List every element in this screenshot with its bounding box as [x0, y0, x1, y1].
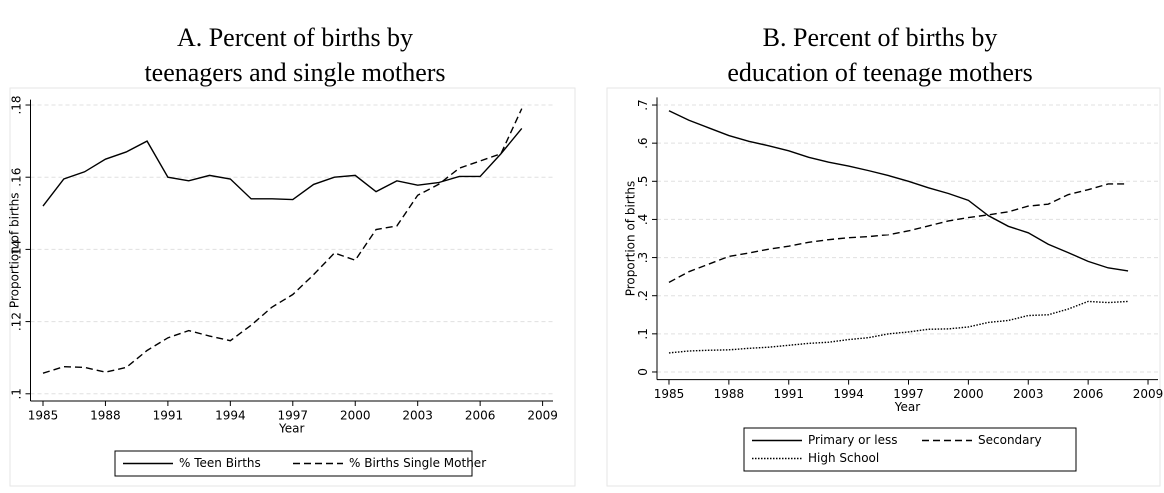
data-line [668, 110, 1129, 272]
x-tick-label: 2000 [953, 387, 984, 401]
legend-label: Secondary [978, 433, 1042, 447]
legend-label: Primary or less [808, 433, 898, 447]
y-tick-label: .14 [10, 240, 24, 259]
x-tick-label: 1985 [654, 387, 685, 401]
x-tick-label: 1997 [893, 387, 924, 401]
y-axis-label: Proportion of births [8, 193, 22, 309]
legend-label: % Teen Births [179, 456, 261, 470]
x-tick-label: 2003 [1013, 387, 1044, 401]
chart-title: B. Percent of births by [763, 23, 998, 52]
y-tick-label: .3 [636, 252, 650, 263]
x-tick-label: 2006 [1073, 387, 1104, 401]
x-tick-label: 1991 [153, 409, 184, 423]
x-tick-label: 1988 [90, 409, 121, 423]
y-tick-label: .2 [636, 290, 650, 301]
x-tick-label: 2006 [465, 409, 496, 423]
x-tick-label: 1997 [278, 409, 309, 423]
y-tick-label: .4 [636, 214, 650, 225]
x-tick-label: 1991 [773, 387, 804, 401]
y-tick-label: .1 [10, 388, 24, 399]
chart-title: A. Percent of births by [177, 23, 413, 52]
x-tick-label: 1985 [28, 409, 59, 423]
data-line [42, 128, 523, 207]
y-tick-label: .16 [10, 168, 24, 187]
data-line [42, 108, 523, 374]
panel-frame [9, 87, 576, 487]
data-line [668, 300, 1129, 354]
y-tick-label: 0 [636, 368, 650, 376]
x-tick-label: 1994 [215, 409, 246, 423]
y-tick-label: .5 [636, 176, 650, 187]
x-tick-label: 2000 [340, 409, 371, 423]
x-axis-label: Year [894, 400, 920, 414]
chart-title: teenagers and single mothers [144, 58, 445, 87]
panel-frame [606, 87, 1161, 487]
legend-label: High School [808, 451, 879, 465]
y-tick-label: .12 [10, 312, 24, 331]
x-axis-label: Year [278, 422, 304, 436]
x-tick-label: 2009 [527, 409, 558, 423]
y-tick-label: .6 [636, 137, 650, 148]
x-tick-label: 1988 [714, 387, 745, 401]
y-tick-label: .18 [10, 95, 24, 114]
chart-title: education of teenage mothers [727, 58, 1032, 87]
legend-label: % Births Single Mother [349, 456, 486, 470]
x-tick-label: 2003 [402, 409, 433, 423]
y-tick-label: .7 [636, 99, 650, 110]
legend-box [743, 427, 1077, 472]
y-axis-label: Proportion of births [624, 181, 638, 297]
data-line [668, 183, 1129, 283]
x-tick-label: 2009 [1133, 387, 1164, 401]
y-tick-label: .1 [636, 328, 650, 339]
x-tick-label: 1994 [833, 387, 864, 401]
